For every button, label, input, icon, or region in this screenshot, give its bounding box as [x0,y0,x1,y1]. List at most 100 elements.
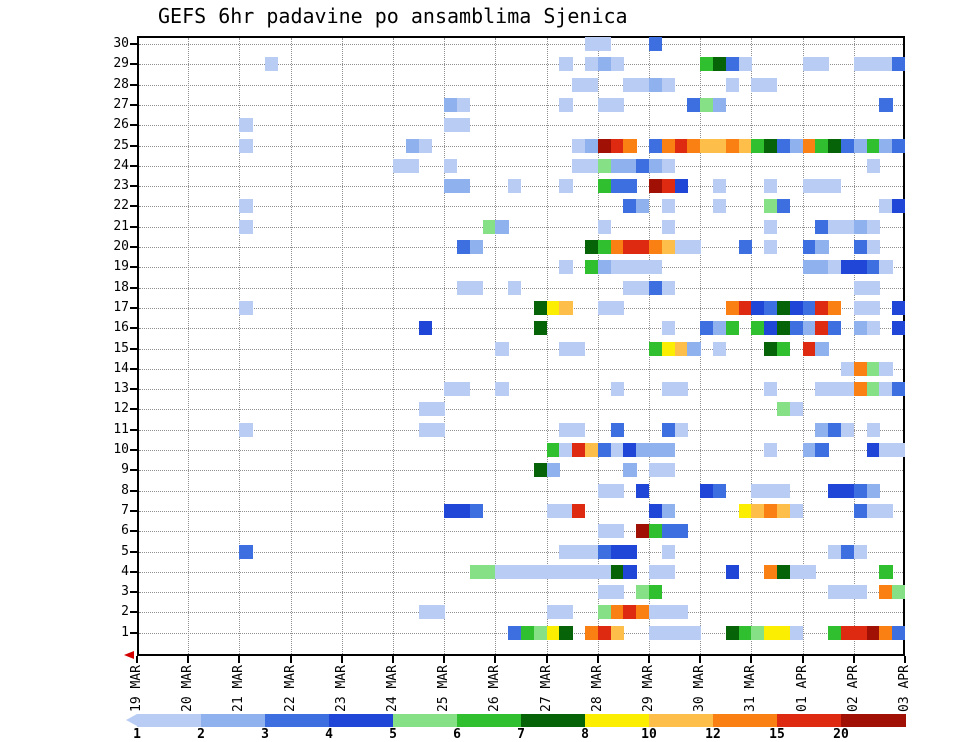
heatmap-cell [879,57,893,72]
heatmap-cell [444,179,458,194]
gridline-vertical [188,38,190,654]
heatmap-cell [418,422,432,437]
heatmap-cell [777,321,791,336]
heatmap-cell [610,524,624,539]
heatmap-cell [853,585,868,600]
x-axis-label: 26 MAR [487,665,503,712]
heatmap-cell [431,422,445,437]
heatmap-cell [649,240,663,254]
heatmap-cell [623,564,637,579]
heatmap-cell [700,57,714,72]
heatmap-cell [841,382,855,397]
heatmap-cell [738,300,752,315]
heatmap-cell [431,402,445,417]
heatmap-cell [777,138,791,153]
heatmap-cell [597,97,612,112]
heatmap-cell [879,443,893,457]
heatmap-cell [738,240,752,254]
heatmap-cell [866,422,880,437]
gridline-horizontal [139,84,903,86]
heatmap-cell [879,199,893,214]
heatmap-cell [751,625,765,640]
heatmap-cell [777,625,791,640]
heatmap-cell [623,240,637,254]
gridline-horizontal [139,307,903,309]
heatmap-cell [764,321,778,336]
colorbar-segment [777,714,842,727]
heatmap-cell [879,564,893,579]
heatmap-cell [661,564,676,579]
x-axis-tick [136,656,138,663]
y-axis-label: 8 [121,482,129,498]
x-axis-tick [443,656,446,663]
heatmap-cell [559,97,573,112]
y-axis-tick [130,43,137,45]
heatmap-cell [853,483,868,498]
heatmap-cell [866,361,880,376]
heatmap-cell [853,321,868,336]
heatmap-cell [661,443,676,457]
heatmap-cell [802,240,816,254]
heatmap-cell [853,57,868,72]
heatmap-cell [559,544,573,559]
gridline-horizontal [139,510,903,512]
heatmap-cell [661,625,676,640]
heatmap-cell [444,503,458,518]
x-axis-label: 21 MAR [231,665,247,712]
y-axis-label: 17 [113,299,129,315]
heatmap-cell [623,463,637,478]
y-axis-label: 6 [121,523,129,539]
heatmap-cell [674,625,688,640]
y-axis-tick [130,570,137,573]
heatmap-cell [623,199,637,214]
y-axis-tick [130,185,137,188]
colorbar-segment [521,714,586,727]
heatmap-cell [572,422,586,437]
heatmap-cell [828,382,842,397]
heatmap-cell [815,260,829,275]
y-axis-label: 19 [113,259,129,275]
heatmap-cell [841,361,855,376]
y-axis-label: 23 [113,178,129,194]
heatmap-cell [405,138,420,153]
heatmap-cell [828,179,842,194]
heatmap-cell [802,300,816,315]
heatmap-cell [559,341,573,356]
heatmap-cell [674,179,688,194]
heatmap-cell [610,483,624,498]
x-axis-tick [187,656,190,663]
heatmap-cell [649,443,663,457]
heatmap-cell [828,219,842,234]
gridline-horizontal [139,247,903,248]
y-axis-tick [130,550,137,553]
y-axis-tick [130,83,137,86]
y-axis-label: 25 [113,137,129,153]
heatmap-cell [559,260,573,275]
heatmap-cell [764,443,778,457]
heatmap-cell [815,321,829,336]
x-axis-tick [852,656,855,663]
heatmap-cell [597,219,612,234]
gridline-horizontal [139,409,903,411]
heatmap-cell [866,280,880,295]
heatmap-cell [636,158,650,173]
heatmap-cell [661,422,676,437]
heatmap-cell [559,503,573,518]
x-axis-label: 30 MAR [692,665,708,712]
heatmap-cell [841,138,855,153]
gridline-vertical [751,38,753,654]
gridline-vertical [239,38,241,654]
heatmap-cell [815,382,829,397]
heatmap-cell [687,625,701,640]
heatmap-cell [533,300,548,315]
heatmap-cell [841,260,855,275]
heatmap-cell [815,179,829,194]
heatmap-cell [239,300,253,315]
heatmap-cell [597,605,612,620]
heatmap-cell [239,199,253,214]
heatmap-cell [661,280,676,295]
heatmap-cell [597,37,612,51]
heatmap-cell [828,625,842,640]
heatmap-cell [457,382,471,397]
heatmap-cell [866,503,880,518]
